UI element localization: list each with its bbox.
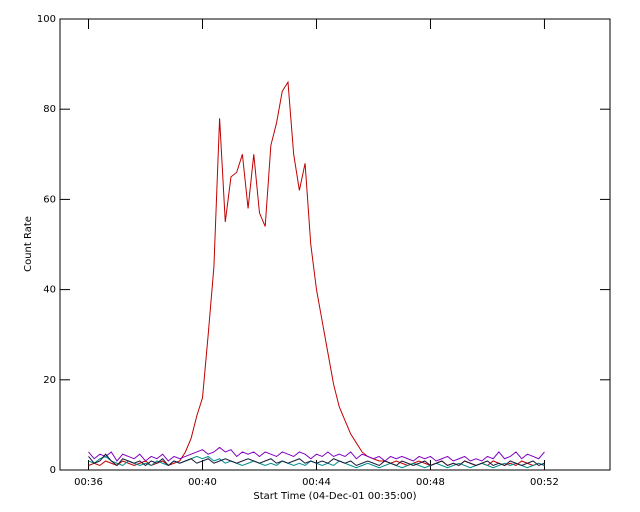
x-tick-label: 00:48: [416, 477, 445, 488]
y-tick-label: 40: [43, 285, 56, 296]
x-tick-label: 00:44: [302, 477, 331, 488]
y-tick-label: 20: [43, 375, 56, 386]
x-axis-label: Start Time (04-Dec-01 00:35:00): [253, 491, 416, 502]
y-tick-label: 0: [50, 465, 56, 476]
y-axis-label: Count Rate: [23, 216, 34, 272]
x-tick-label: 00:40: [188, 477, 217, 488]
y-tick-label: 80: [43, 104, 56, 115]
y-tick-label: 100: [37, 14, 56, 25]
y-tick-label: 60: [43, 194, 56, 205]
plot-frame: [59, 18, 611, 471]
x-tick-label: 00:52: [530, 477, 559, 488]
data-line: [88, 453, 545, 467]
x-tick-label: 00:36: [74, 477, 103, 488]
data-line: [88, 446, 545, 462]
data-line: [88, 80, 545, 467]
